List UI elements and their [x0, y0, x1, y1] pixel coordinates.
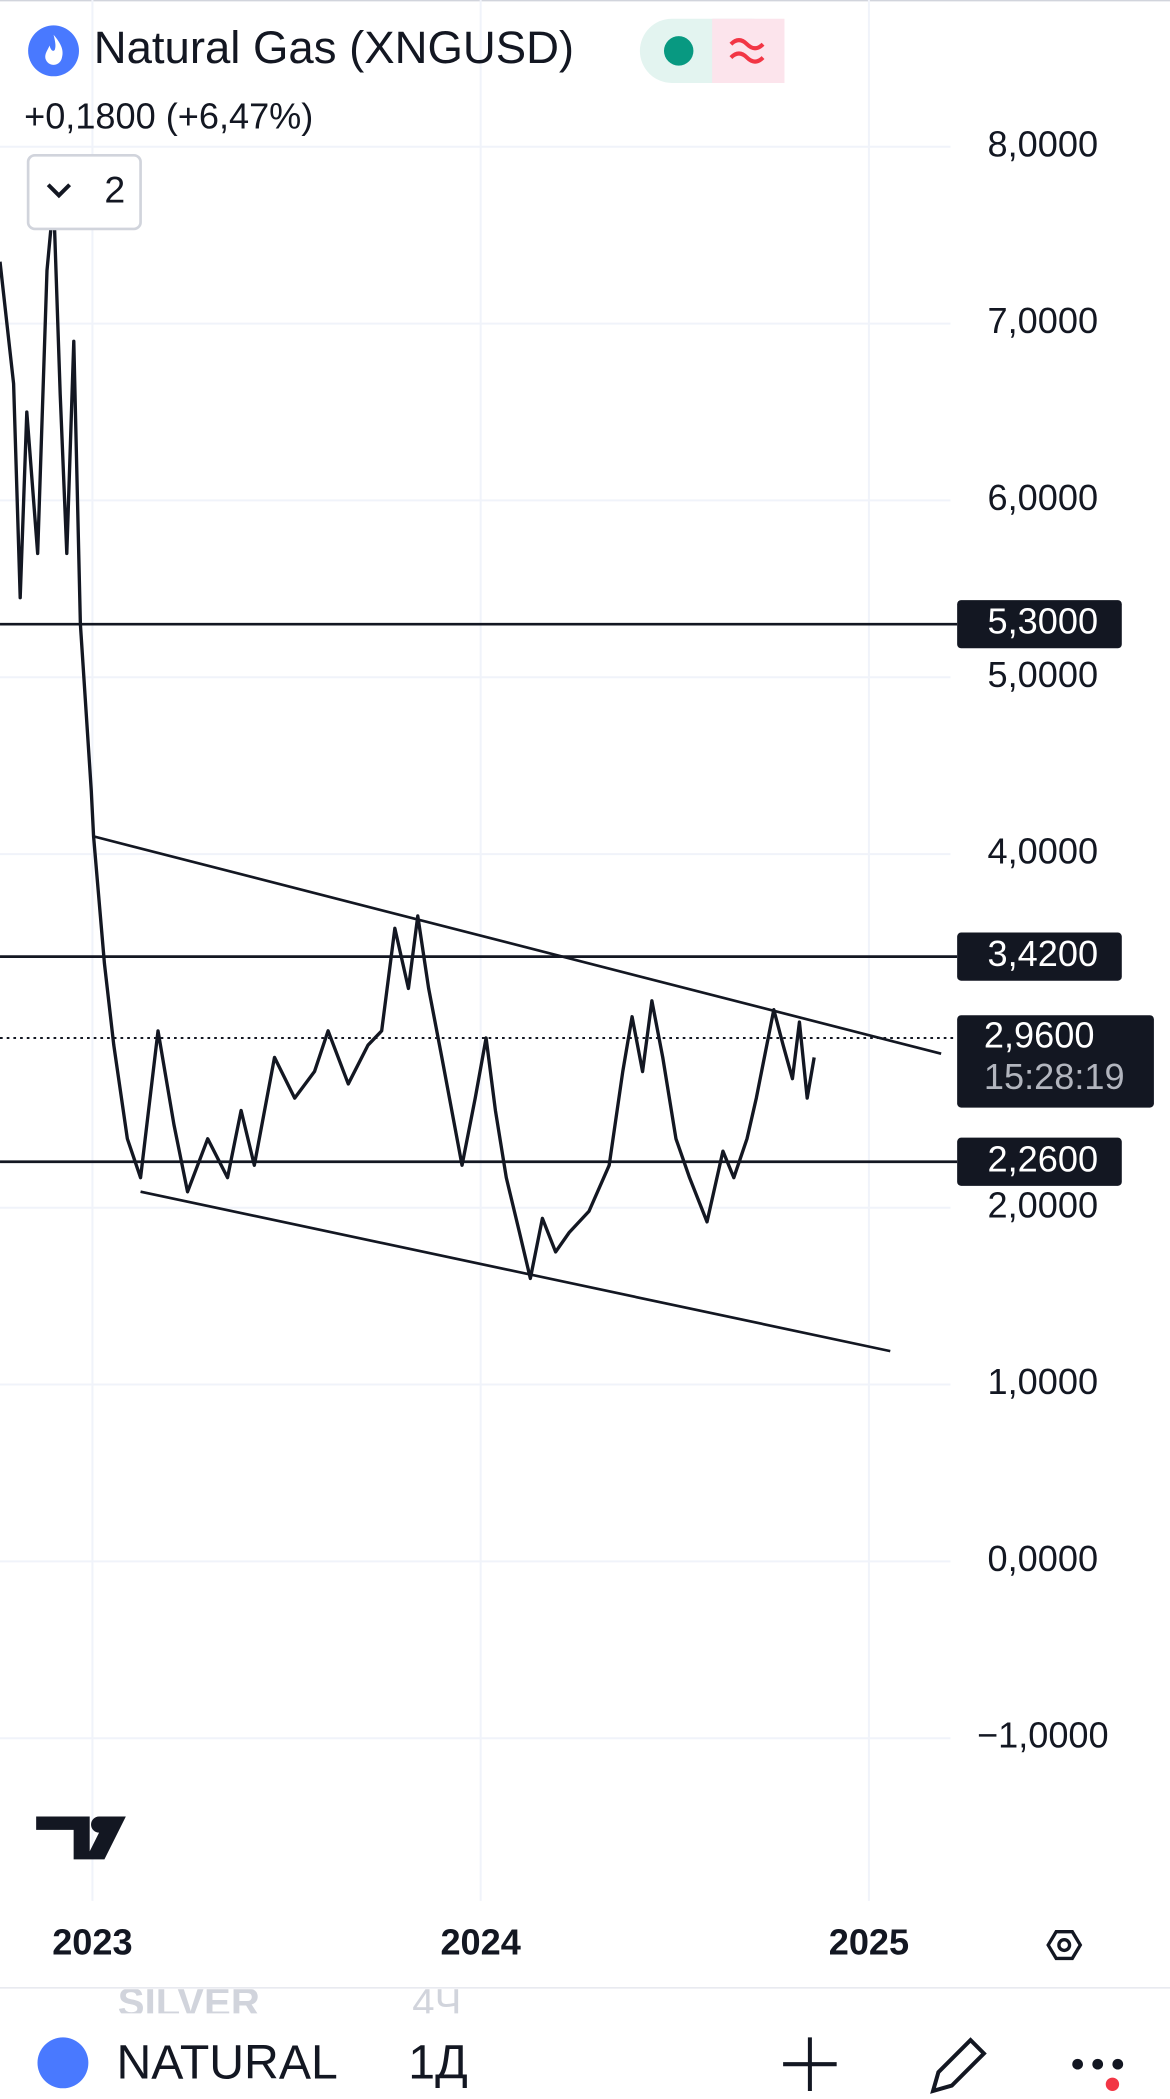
- delayed-icon: [729, 38, 765, 64]
- level-label: 3,4200: [988, 933, 1098, 974]
- level-label: 5,3000: [988, 601, 1098, 642]
- price-change: +0,1800 (+6,47%): [24, 96, 313, 137]
- tv-logo[interactable]: [36, 1816, 126, 1860]
- draw-button[interactable]: [930, 2037, 987, 2094]
- indicators-count: 2: [104, 169, 125, 211]
- toolbar-symbol-icon: [37, 2037, 89, 2089]
- more-dot[interactable]: [1072, 2058, 1083, 2070]
- trend-line: [140, 1190, 891, 1353]
- more-dot: [1112, 2058, 1124, 2070]
- countdown: 15:28:19: [984, 1056, 1125, 1097]
- notification-dot: [1105, 2077, 1120, 2091]
- toolbar-symbol[interactable]: NATURAL: [116, 2035, 337, 2089]
- last-price-box: [957, 1015, 1154, 1108]
- y-tick-label: −1,0000: [977, 1715, 1109, 1756]
- y-tick-label: 2,0000: [988, 1184, 1098, 1225]
- price-line: [0, 198, 816, 1281]
- add-button[interactable]: [783, 2037, 837, 2091]
- toolbar-interval[interactable]: 1Д: [408, 2035, 467, 2089]
- level-label: 2,2600: [988, 1138, 1098, 1179]
- y-tick-label: 7,0000: [988, 300, 1098, 341]
- indicators-toggle[interactable]: [26, 153, 142, 231]
- trend-line: [93, 835, 942, 1056]
- settings-icon[interactable]: [1046, 1929, 1083, 1961]
- settings-icon-center: [1057, 1938, 1072, 1953]
- fire-glyph: [45, 34, 63, 65]
- y-tick-label: 8,0000: [988, 123, 1098, 164]
- y-tick-label: 1,0000: [988, 1361, 1098, 1402]
- level-label-box: [957, 932, 1122, 981]
- market-open-dot: [663, 36, 694, 66]
- level-label-box: [957, 600, 1122, 649]
- chevron: [46, 183, 72, 199]
- y-tick-label: 6,0000: [988, 477, 1098, 518]
- last-price-label: 2,9600: [984, 1015, 1095, 1056]
- chart: 2023 2024 2025 −1,0000 0,0000 1,0000 2,0000 4,0…: [0, 0, 1154, 1963]
- x-tick-label: 2025: [829, 1922, 909, 1963]
- x-tick-label: 2024: [440, 1922, 520, 1963]
- chart-title[interactable]: Natural Gas (XNGUSD): [94, 22, 574, 73]
- y-tick-label: 4,0000: [988, 831, 1098, 872]
- more-dot: [1092, 2058, 1104, 2070]
- status-pill-right: [712, 18, 785, 83]
- y-tick-label: 5,0000: [988, 654, 1098, 695]
- y-tick-label: 0,0000: [988, 1538, 1098, 1579]
- level-label-box: [957, 1137, 1122, 1186]
- ghost-symbol: SILVER: [118, 1980, 260, 2025]
- ghost-interval: 4Ч: [412, 1980, 461, 2025]
- x-tick-label: 2023: [52, 1922, 132, 1963]
